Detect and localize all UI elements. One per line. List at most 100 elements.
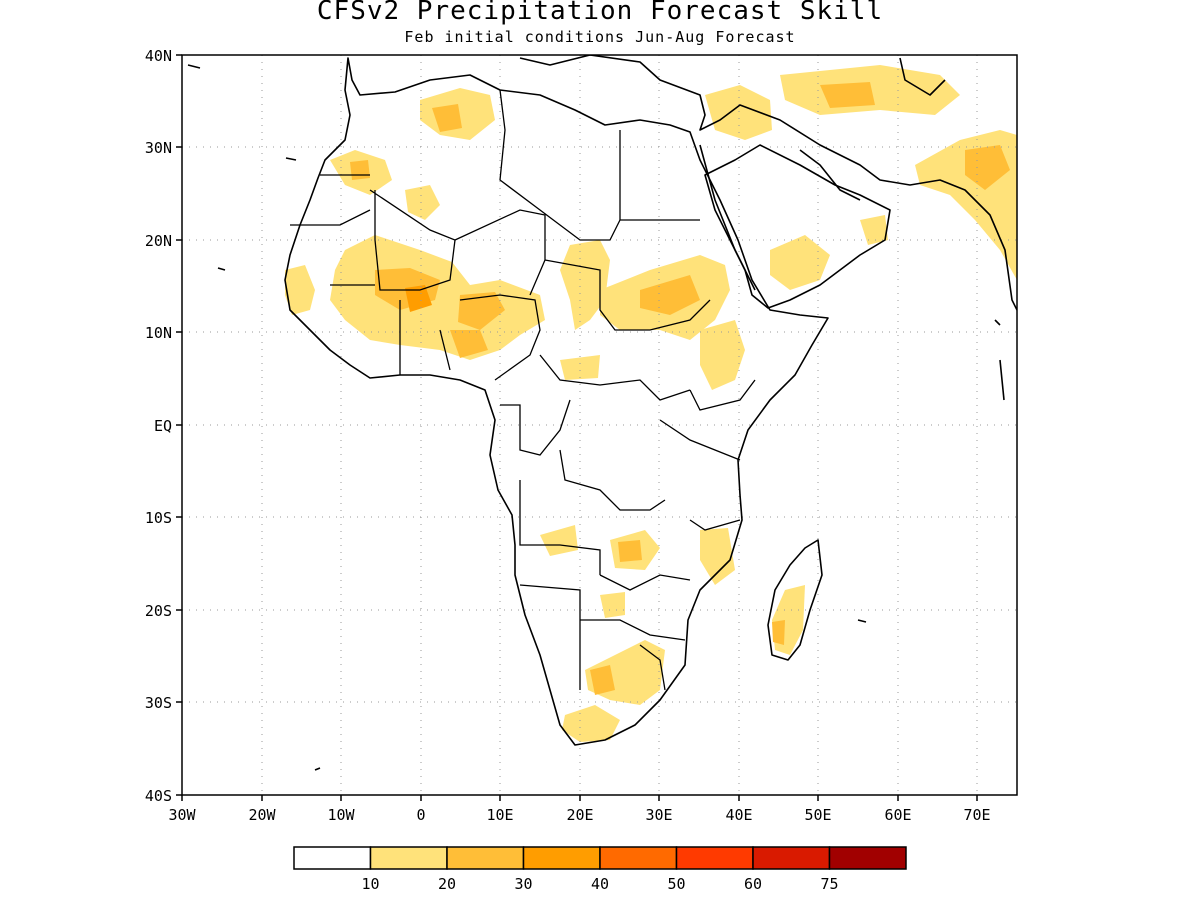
lon-label: 70E [963,806,990,824]
island-mark [857,619,867,623]
lon-label: 30E [645,806,672,824]
madagascar-coastline [767,539,823,661]
border [689,519,741,531]
lon-label: 50E [804,806,831,824]
skill-region-south-africa-core [590,665,615,695]
lon-label: 60E [884,806,911,824]
country-borders [290,89,756,691]
colorbar-swatch [369,846,448,870]
lat-label: 40S [145,787,172,805]
lon-labels: 30W 20W 10W 0 10E 20E 30E 40E 50E 60E 70… [168,806,990,824]
lon-label: 30W [168,806,196,824]
lon-label: 20E [566,806,593,824]
lon-label: 10W [327,806,355,824]
lat-label: 10S [145,509,172,527]
skill-region-cape [562,705,620,742]
lat-label: 10N [145,324,172,342]
skill-region-india-core [965,145,1010,190]
border [580,619,686,641]
border [639,644,666,691]
lat-label: EQ [154,417,172,435]
skill-region-botswana [600,592,625,618]
border [544,259,711,331]
colorbar-swatch [522,846,601,870]
colorbar-label: 75 [820,875,838,893]
border [689,379,756,411]
skill-region-guinea [285,265,315,315]
border [290,209,371,226]
border [499,89,700,241]
island-mark [187,64,201,69]
border [519,480,601,575]
skill-region-angola [540,525,578,556]
border [459,294,541,381]
lat-label: 30N [145,139,172,157]
colorbar-label: 10 [361,875,379,893]
border [519,584,581,690]
lon-ticks [181,795,978,801]
skill-region-sahel-west [330,235,545,360]
skill-region-arabia [770,235,830,290]
border [369,189,456,291]
skill-region-niger-south [458,292,505,330]
border [500,399,571,456]
border [559,449,666,511]
skill-region-nigeria [450,330,488,358]
persian-gulf [799,149,861,201]
skill-region-ethiopia [700,320,745,390]
lon-label: 20W [248,806,276,824]
colorbar-swatch [293,846,372,870]
lat-label: 20S [145,602,172,620]
africa-coastline [284,57,829,746]
lat-ticks [176,54,182,796]
colorbar-label: 20 [438,875,456,893]
colorbar-swatch [752,846,831,870]
eurasia-coastline [519,55,1017,311]
colorbar-swatch [675,846,754,870]
lat-label: 20N [145,232,172,250]
skill-region-mali-north [405,185,440,220]
island-mark [285,157,297,161]
skill-region-sudan-core [640,275,700,315]
map-title: CFSv2 Precipitation Forecast Skill [316,0,884,26]
red-sea-west [699,144,756,291]
skill-shading [285,65,1017,742]
colorbar-swatch [599,846,678,870]
colorbar-swatch [828,846,907,870]
border [439,329,451,371]
colorbar-swatch [446,846,525,870]
colorbar-label: 40 [591,875,609,893]
lat-labels: 40N 30N 20N 10N EQ 10S 20S 30S 40S [145,47,172,805]
colorbar-label: 50 [667,875,685,893]
border [454,209,546,296]
skill-region-iraq [705,85,772,140]
border [599,574,691,591]
skill-region-algeria-core [432,104,462,132]
lon-label: 10E [486,806,513,824]
skill-region-mauritania-core [350,160,370,180]
border [539,354,691,401]
lon-label: 0 [416,806,425,824]
island-mark [314,767,321,771]
colorbar: 10 20 30 40 50 60 75 [293,846,907,893]
island-mark [217,267,226,271]
skill-region-oman [860,215,888,245]
skill-region-car [560,355,600,380]
lat-label: 40N [145,47,172,65]
border [659,419,741,461]
lon-label: 40E [725,806,752,824]
island-mark [999,359,1005,401]
skill-region-madagascar-core [772,620,785,645]
skill-region-iran-core [820,82,875,108]
map-subtitle: Feb initial conditions Jun-Aug Forecast [404,28,796,46]
colorbar-label: 60 [744,875,762,893]
skill-region-mozambique [700,528,735,585]
island-mark [994,319,1001,326]
skill-region-sahel-central [560,240,610,330]
caspian-coast [899,57,946,96]
colorbar-label: 30 [514,875,532,893]
coastlines [187,55,1017,771]
skill-region-burkina-peak [405,285,432,312]
lat-label: 30S [145,694,172,712]
